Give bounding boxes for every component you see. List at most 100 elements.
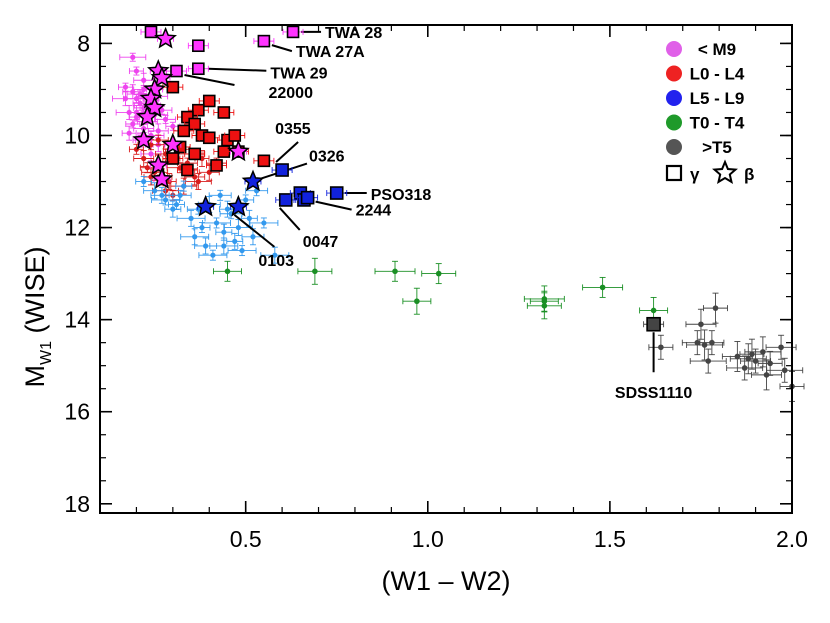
y-axis-title: MW1 (WISE) (20, 247, 55, 388)
field-l5l9-point-errorbar (151, 194, 181, 206)
t5-point (741, 365, 748, 371)
t5-point (694, 339, 701, 346)
field-l5l9-point-errorbar (168, 199, 185, 210)
t5-point-errorbar (689, 348, 727, 374)
beta-m9-marker (135, 105, 159, 127)
field-m9-point (122, 84, 129, 90)
gamma-l5l9-marker (278, 193, 293, 207)
field-l5l9-point-errorbar (193, 222, 211, 234)
t0t4-point-errorbar (297, 257, 333, 285)
beta-l5l9-marker (241, 169, 265, 192)
legend-gamma-marker (665, 164, 683, 182)
field-m9-point-errorbar (125, 119, 141, 129)
legend-beta-marker (712, 159, 738, 184)
t5-point-errorbar (757, 350, 783, 376)
object-label: 0103 (258, 253, 294, 270)
gamma-m9-marker (144, 25, 158, 39)
t5-point-errorbar (740, 348, 772, 374)
field-l5l9-point (239, 247, 245, 254)
gamma-t5-marker (646, 316, 661, 332)
field-l5l9-point (210, 252, 216, 258)
t5-point-errorbar (766, 357, 804, 383)
t5-point (701, 342, 708, 348)
field-l0l4-point (144, 165, 150, 171)
field-m9-point (159, 107, 165, 113)
beta-m9-marker (150, 167, 174, 189)
field-m9-point (130, 54, 136, 60)
field-l0l4-point (141, 155, 147, 162)
field-l0l4-point (166, 178, 172, 185)
gamma-l0l4-marker (202, 131, 216, 145)
t5-point-errorbar (739, 338, 765, 370)
field-m9-point (141, 77, 147, 83)
t5-point-errorbar (699, 330, 725, 356)
legend-beta-label: β (744, 165, 754, 184)
gamma-m9-marker (257, 34, 271, 48)
legend-label: >T5 (702, 138, 732, 157)
gamma-l0l4-marker (217, 145, 231, 158)
field-l5l9-point-errorbar (260, 246, 290, 264)
field-l5l9-point (235, 224, 241, 231)
t0t4-point-errorbar (582, 276, 624, 298)
t5-point (734, 353, 741, 360)
field-l5l9-point (173, 201, 180, 208)
gamma-l0l4-marker (177, 124, 191, 138)
field-m9-point-errorbar (112, 91, 139, 107)
t0t4-point (599, 284, 606, 291)
gamma-l0l4-marker (257, 154, 271, 168)
field-l5l9-point (250, 234, 256, 240)
gamma-l0l4-marker (188, 147, 201, 161)
annotation-leader (275, 141, 299, 163)
field-l5l9-point-errorbar (215, 223, 233, 241)
t0t4-point (541, 303, 548, 309)
t5-point (778, 344, 784, 351)
object-label: 22000 (268, 85, 313, 102)
field-l5l9-point (221, 229, 227, 235)
field-l5l9-point-errorbar (198, 249, 228, 261)
annotation-leader (233, 214, 276, 248)
x-tick-label: 2.0 (776, 526, 808, 552)
legend-label: T0 - T4 (690, 114, 745, 133)
field-l5l9-point-errorbar (175, 180, 193, 192)
object-label: 0355 (275, 121, 311, 138)
gamma-l0l4-marker (202, 94, 216, 108)
beta-m9-marker (143, 77, 166, 100)
field-l5l9-point (141, 178, 147, 185)
field-l5l9-point (232, 238, 238, 244)
beta-m9-marker (227, 139, 250, 162)
beta-m9-marker (146, 153, 170, 176)
field-l5l9-point-errorbar (209, 237, 239, 255)
legend-marker (666, 90, 682, 106)
field-l5l9-point-errorbar (208, 189, 232, 201)
t5-point-errorbar (648, 334, 674, 360)
t5-point-errorbar (721, 341, 753, 372)
field-m9-point (148, 151, 154, 157)
field-l5l9-point-errorbar (223, 219, 253, 237)
beta-m9-marker (143, 95, 166, 118)
field-l5l9-point-errorbar (176, 209, 206, 227)
field-m9-point (162, 116, 169, 122)
gamma-m9-marker (192, 62, 205, 76)
gamma-m9-marker (192, 39, 205, 53)
t0t4-point-errorbar (374, 260, 416, 282)
t5-point-errorbar (744, 336, 782, 368)
t-dwarf-points (213, 257, 805, 402)
legend-marker (666, 139, 682, 155)
t5-point-errorbar (686, 329, 724, 361)
field-l5l9-point (243, 197, 249, 203)
field-l0l4-point (155, 137, 161, 143)
t5-point (760, 349, 766, 355)
t0t4-point (414, 298, 420, 305)
t0t4-point (392, 268, 398, 275)
y-tick-label: 8 (77, 30, 90, 56)
legend-label: < M9 (698, 40, 736, 59)
field-m9-point (141, 86, 147, 93)
field-l0l4-point (195, 178, 201, 185)
t0t4-point-errorbar (421, 263, 457, 285)
x-tick-label: 1.0 (412, 526, 444, 552)
field-l5l9-point (162, 197, 169, 203)
field-m9-point (137, 100, 143, 106)
t5-point (658, 344, 664, 351)
y-tick-label: 14 (64, 307, 90, 333)
field-l5l9-point (170, 206, 176, 212)
